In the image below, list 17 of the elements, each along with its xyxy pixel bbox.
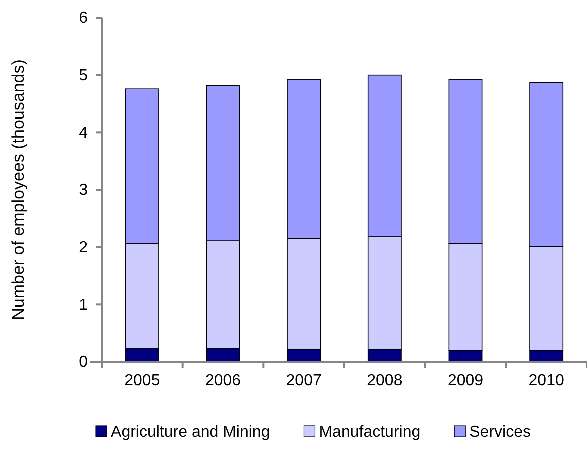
- y-tick-label: 4: [79, 124, 88, 142]
- x-tick-label: 2007: [286, 372, 322, 390]
- y-tick-label: 3: [79, 182, 88, 200]
- y-axis-title: Number of employees (thousands): [9, 60, 28, 320]
- legend-label: Agriculture and Mining: [111, 424, 270, 441]
- x-tick-label: 2008: [367, 372, 403, 390]
- y-tick-label: 6: [79, 10, 88, 28]
- x-tick-label: 2005: [124, 372, 160, 390]
- y-tick-label: 0: [79, 354, 88, 372]
- y-tick-label: 1: [79, 296, 88, 314]
- x-tick-label: 2006: [205, 372, 242, 390]
- y-tick-label: 2: [79, 239, 88, 256]
- x-tick-label: 2010: [528, 372, 564, 390]
- y-tick-label: 5: [79, 67, 88, 84]
- x-tick-label: 2009: [448, 372, 484, 390]
- legend-label: Manufacturing: [319, 424, 421, 441]
- legend-label: Services: [470, 424, 531, 441]
